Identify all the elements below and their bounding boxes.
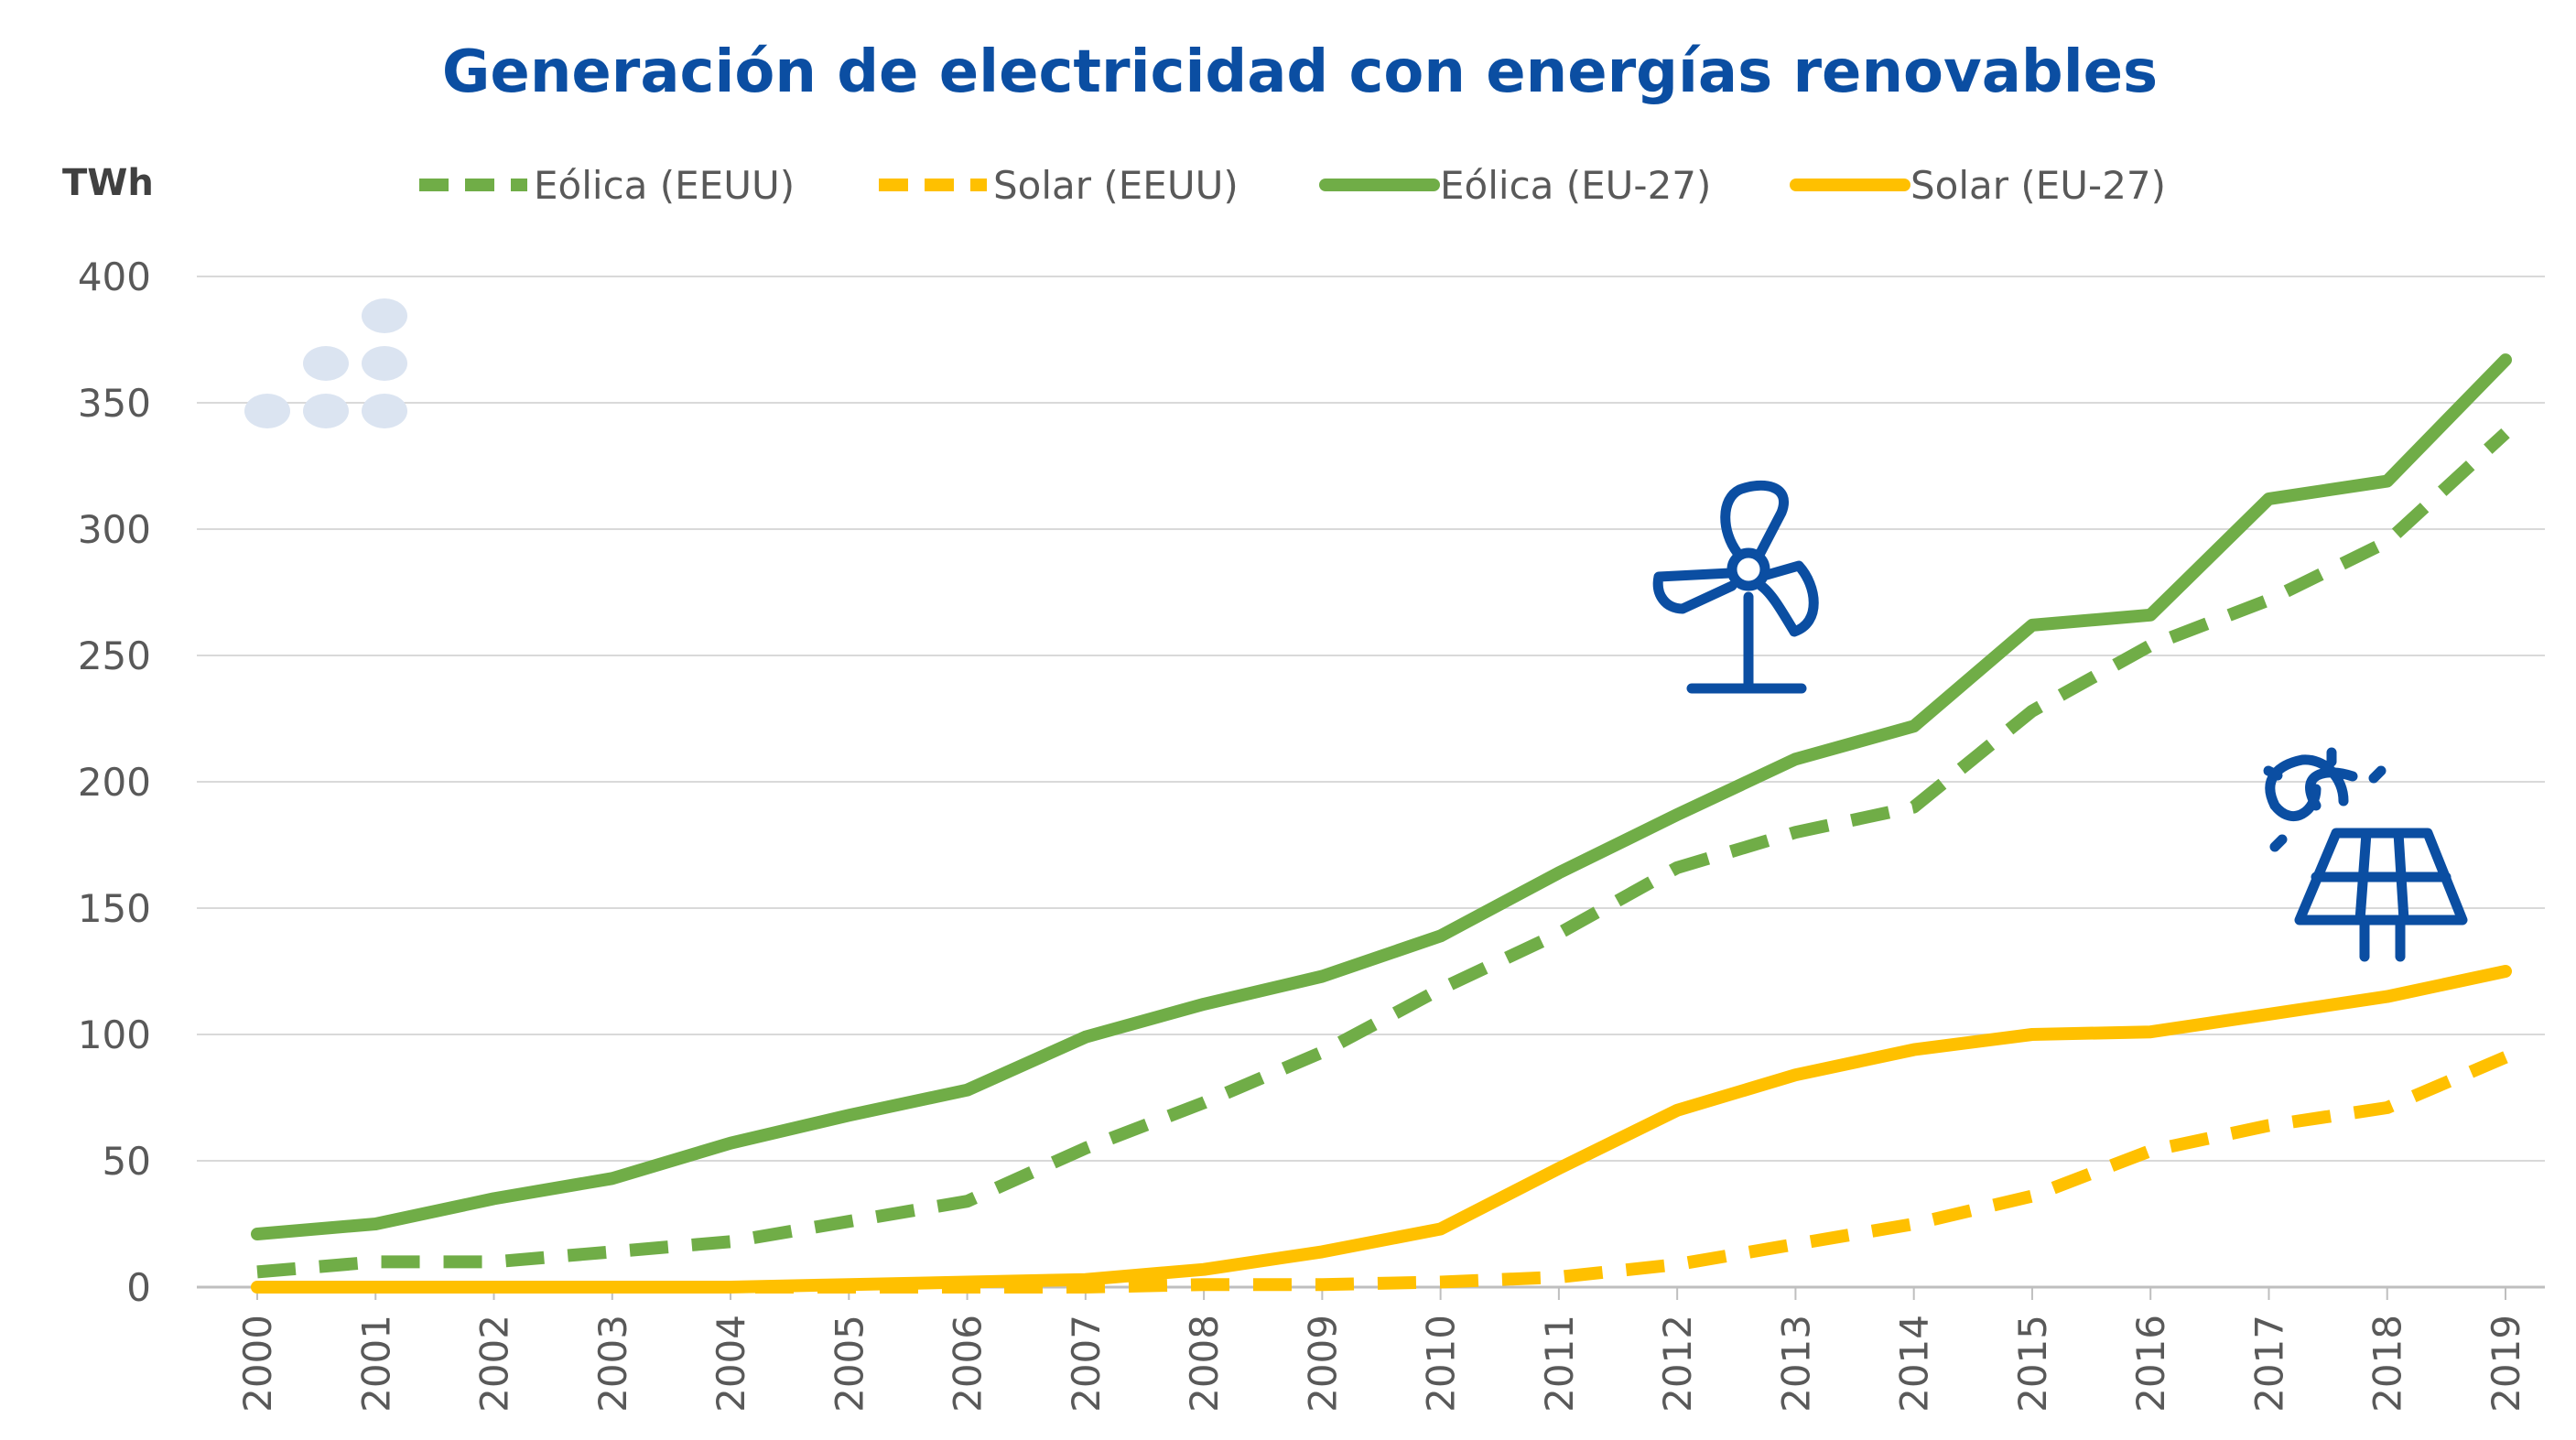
x-tick-label: 2007 — [1064, 1315, 1109, 1413]
x-tick-label: 2016 — [2128, 1315, 2173, 1413]
x-tick-label: 2006 — [946, 1315, 990, 1413]
series-line-2 — [251, 353, 2512, 1240]
y-tick-label: 100 — [78, 1012, 151, 1057]
x-tick-label: 2014 — [1892, 1315, 1937, 1413]
solar-panel-icon — [2263, 747, 2468, 962]
dots-decoration-icon — [244, 298, 407, 428]
x-tick-label: 2013 — [1773, 1315, 1818, 1413]
x-tick-label: 2002 — [472, 1315, 517, 1413]
x-tick-label: 2000 — [235, 1315, 280, 1413]
y-tick-label: 250 — [78, 633, 151, 678]
x-tick-label: 2009 — [1300, 1315, 1345, 1413]
series-lines — [251, 353, 2512, 1294]
legend-label-3: Solar (EU-27) — [1910, 163, 2166, 208]
x-tick-label: 2012 — [1655, 1315, 1700, 1413]
y-axis-ticks: 0 50 100 150 200 250 300 350 400 — [78, 254, 151, 1310]
x-tick-label: 2017 — [2246, 1315, 2291, 1413]
x-tick-label: 2004 — [709, 1315, 753, 1413]
y-tick-label: 400 — [78, 254, 151, 299]
x-tick-label: 2019 — [2484, 1315, 2528, 1413]
x-tick-label: 2011 — [1537, 1315, 1582, 1413]
legend: Eólica (EEUU) Solar (EEUU) Eólica (EU-27) S… — [419, 163, 2166, 208]
y-axis-unit: TWh — [62, 162, 154, 204]
y-tick-label: 50 — [103, 1139, 151, 1184]
legend-label-2: Eólica (EU-27) — [1440, 163, 1711, 208]
chart-title: Generación de electricidad con energías … — [442, 38, 2158, 106]
legend-label-1: Solar (EEUU) — [993, 163, 1239, 208]
x-tick-label: 2005 — [827, 1315, 871, 1413]
wind-turbine-icon — [1652, 480, 1819, 694]
legend-label-0: Eólica (EEUU) — [534, 163, 795, 208]
y-tick-label: 200 — [78, 760, 151, 805]
series-line-3 — [251, 965, 2512, 1294]
x-tick-label: 2018 — [2365, 1315, 2410, 1413]
x-tick-label: 2003 — [590, 1315, 635, 1413]
y-tick-label: 0 — [126, 1265, 151, 1310]
x-tick-label: 2015 — [2010, 1315, 2055, 1413]
x-tick-label: 2008 — [1182, 1315, 1227, 1413]
y-tick-label: 150 — [78, 886, 151, 931]
x-axis-ticks: 2000 2001 2002 2003 2004 2005 2006 2007 2008 2009… — [235, 1287, 2528, 1413]
y-tick-label: 350 — [78, 381, 151, 426]
x-tick-label: 2001 — [353, 1315, 398, 1413]
x-tick-label: 2010 — [1419, 1315, 1464, 1413]
y-tick-label: 300 — [78, 507, 151, 552]
series-line-0 — [256, 428, 2510, 1279]
